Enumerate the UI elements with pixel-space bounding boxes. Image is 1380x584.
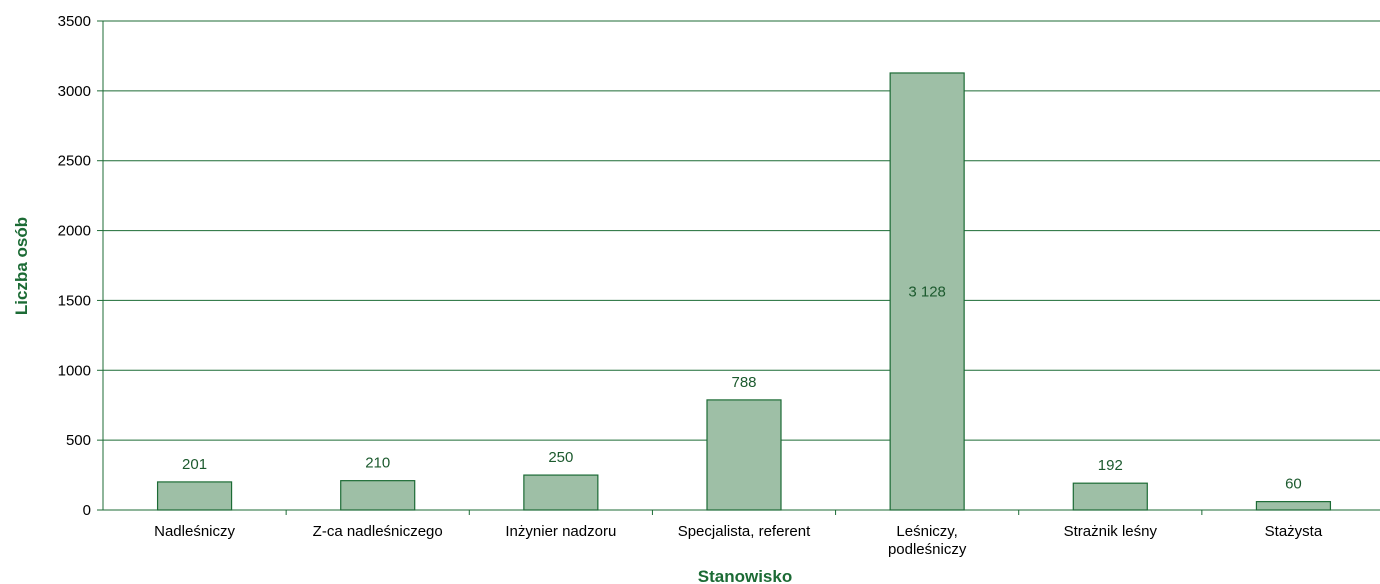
bar [706, 399, 782, 511]
data-label: 3 128 [908, 283, 946, 300]
data-label: 60 [1285, 476, 1302, 493]
y-tick-label: 1500 [58, 292, 91, 309]
bar [340, 480, 416, 511]
y-tick-label: 0 [83, 502, 91, 519]
x-tick-label: Z-ca nadleśniczego [313, 523, 443, 540]
bar [1255, 501, 1332, 511]
y-tick-label: 500 [66, 432, 91, 449]
y-tick-labels: 0 500 1000 1500 2000 2500 3000 3500 [58, 13, 91, 519]
grid-lines [103, 20, 1380, 441]
x-tick-label: Stażysta [1265, 523, 1323, 540]
bars [156, 72, 1332, 511]
x-tick-labels: Nadleśniczy Z-ca nadleśniczego Inżynier na… [154, 523, 1323, 558]
data-labels: 201 210 250 788 3 128 192 60 [182, 283, 1302, 492]
x-axis-title: Stanowisko [698, 567, 792, 584]
data-label: 210 [365, 455, 390, 472]
x-tick-label: Inżynier nadzoru [505, 523, 616, 540]
x-tick-label: Strażnik leśny [1064, 523, 1158, 540]
y-tick-label: 1000 [58, 362, 91, 379]
y-tick-label: 3500 [58, 13, 91, 30]
data-label: 250 [548, 449, 573, 466]
x-tick-label: Specjalista, referent [678, 523, 811, 540]
y-tick-label: 2500 [58, 153, 91, 170]
axes [97, 20, 1380, 515]
x-tick-label: podleśniczy [888, 541, 967, 558]
x-tick-label: Nadleśniczy [154, 523, 235, 540]
data-label: 788 [731, 374, 756, 391]
bar [523, 474, 599, 511]
x-tick-label: Leśniczy, [896, 523, 957, 540]
data-label: 201 [182, 456, 207, 473]
y-axis-title: Liczba osób [12, 217, 31, 315]
bar [1072, 482, 1148, 511]
data-label: 192 [1098, 457, 1123, 474]
y-tick-label: 2000 [58, 223, 91, 240]
bar [156, 481, 233, 511]
y-tick-label: 3000 [58, 83, 91, 100]
